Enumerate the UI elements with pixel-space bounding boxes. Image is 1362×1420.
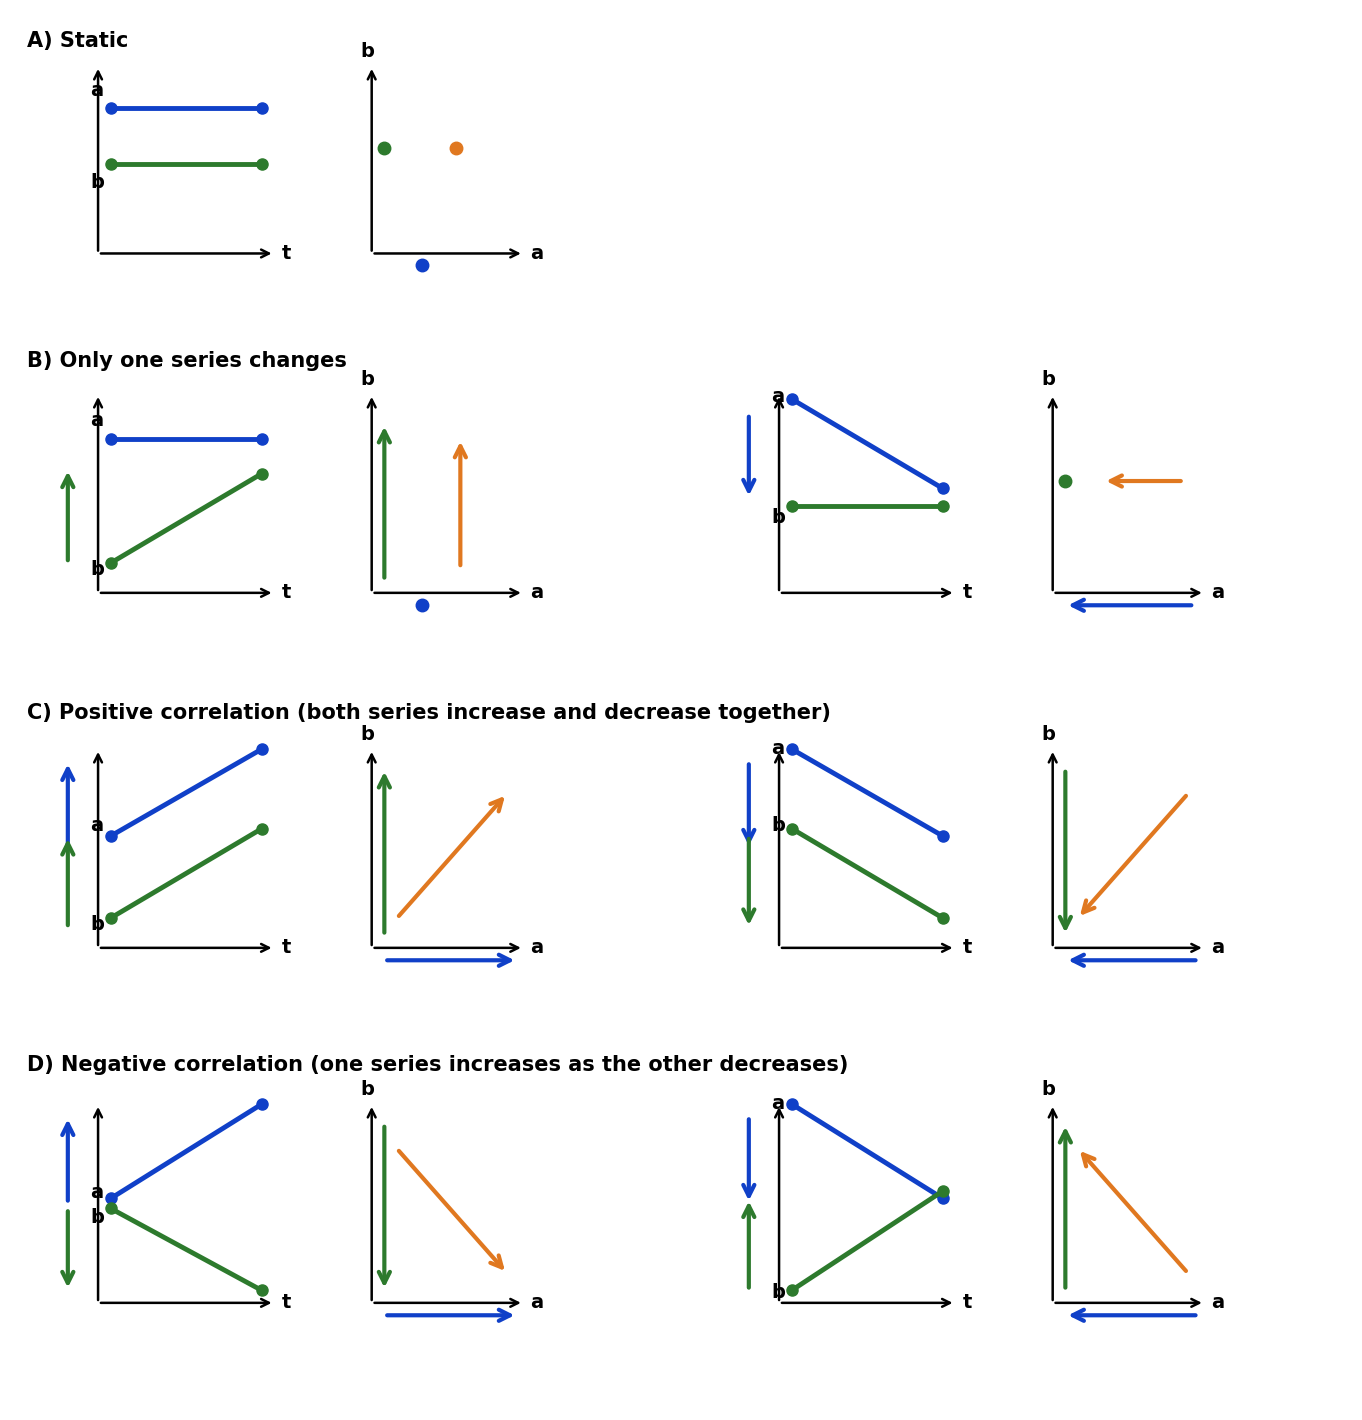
Text: a: a: [530, 584, 543, 602]
Text: b: b: [90, 173, 105, 192]
Text: a: a: [90, 816, 104, 835]
Text: a: a: [771, 1093, 785, 1113]
Text: C) Positive correlation (both series increase and decrease together): C) Positive correlation (both series inc…: [27, 703, 831, 723]
Text: a: a: [90, 412, 104, 430]
Text: b: b: [90, 1208, 105, 1227]
Text: b: b: [1042, 1081, 1056, 1099]
Text: b: b: [771, 816, 786, 835]
Text: b: b: [361, 1081, 375, 1099]
Text: t: t: [282, 1294, 291, 1312]
Text: b: b: [361, 371, 375, 389]
Text: a: a: [771, 738, 785, 758]
Text: t: t: [963, 939, 972, 957]
Text: b: b: [771, 1282, 786, 1302]
Text: a: a: [530, 939, 543, 957]
Text: t: t: [282, 939, 291, 957]
Text: t: t: [963, 1294, 972, 1312]
Text: b: b: [1042, 726, 1056, 744]
Text: A) Static: A) Static: [27, 31, 128, 51]
Text: t: t: [282, 244, 291, 263]
Text: D) Negative correlation (one series increases as the other decreases): D) Negative correlation (one series incr…: [27, 1055, 849, 1075]
Text: b: b: [1042, 371, 1056, 389]
Text: a: a: [771, 386, 785, 406]
Text: a: a: [90, 81, 104, 101]
Text: a: a: [90, 1183, 104, 1203]
Text: a: a: [1211, 1294, 1224, 1312]
Text: a: a: [530, 1294, 543, 1312]
Text: t: t: [963, 584, 972, 602]
Text: B) Only one series changes: B) Only one series changes: [27, 351, 347, 371]
Text: b: b: [90, 561, 105, 579]
Text: b: b: [361, 43, 375, 61]
Text: t: t: [282, 584, 291, 602]
Text: b: b: [771, 508, 786, 527]
Text: b: b: [90, 916, 105, 934]
Text: a: a: [1211, 939, 1224, 957]
Text: a: a: [1211, 584, 1224, 602]
Text: b: b: [361, 726, 375, 744]
Text: a: a: [530, 244, 543, 263]
